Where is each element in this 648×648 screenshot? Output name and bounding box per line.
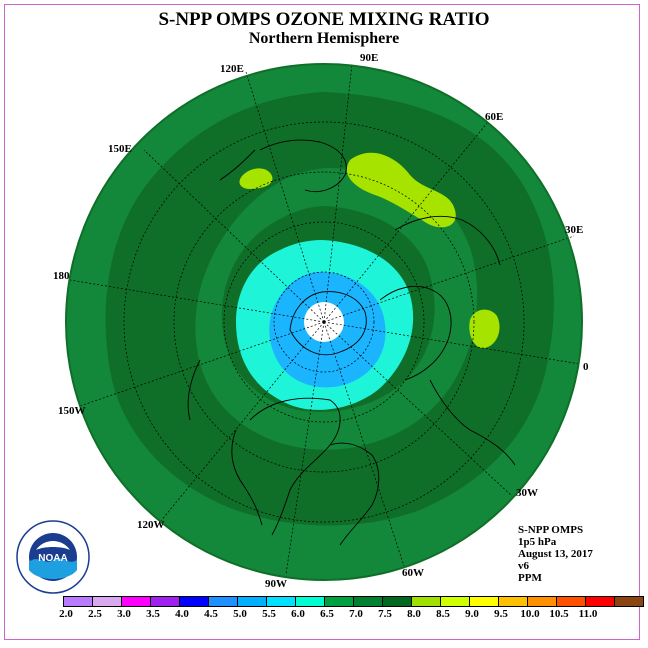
colorbar [63,596,644,607]
map-subtitle: Northern Hemisphere [248,30,400,47]
info-version: v6 [518,560,529,572]
noaa-logo: NOAA [16,520,90,594]
longitude-labels: 90E 60E 30E 0 30W 60W 90W 120W 150W 180 … [53,52,589,590]
zone-patch-east [239,168,273,189]
lon-label-120e: 120E [220,63,244,75]
lon-label-0: 0 [583,361,589,373]
lon-label-180: 180 [53,270,70,282]
colorbar-tick-label: 2.5 [88,608,102,620]
lon-label-150e: 150E [108,143,132,155]
info-instrument: S-NPP OMPS [518,524,584,536]
colorbar-swatch [208,596,238,607]
map-title: S-NPP OMPS OZONE MIXING RATIO [158,9,490,30]
zone-patch-europe [469,309,500,349]
lon-label-30w: 30W [516,487,538,499]
graticule [69,63,581,575]
colorbar-tick-label: 6.0 [291,608,305,620]
colorbar-swatch [556,596,586,607]
colorbar-swatch [498,596,528,607]
noaa-logo-text: NOAA [38,553,67,564]
colorbar-swatch [63,596,93,607]
colorbar-swatch [614,596,644,607]
info-units: PPM [518,572,542,584]
colorbar-tick-label: 10.0 [520,608,540,620]
zone-patch-siberia [346,152,456,228]
colorbar-swatch [150,596,180,607]
colorbar-tick-label: 11.0 [578,608,598,620]
lon-label-150w: 150W [58,405,86,417]
colorbar-swatch [382,596,412,607]
colorbar-swatch [440,596,470,607]
figure-frame [4,4,640,640]
colorbar-swatch [92,596,122,607]
colorbar-tick-label: 4.0 [175,608,189,620]
lon-label-90e: 90E [360,52,378,64]
info-level: 1p5 hPa [518,536,557,548]
colorbar-swatch [353,596,383,607]
info-block: S-NPP OMPS 1p5 hPa August 13, 2017 v6 PP… [518,524,593,584]
colorbar-tick-label: 5.5 [262,608,276,620]
lon-label-60w: 60W [402,567,424,579]
colorbar-tick-label: 7.0 [349,608,363,620]
lon-label-120w: 120W [137,519,165,531]
colorbar-tick-label: 6.5 [320,608,334,620]
colorbar-swatch [585,596,615,607]
colorbar-tick-label: 4.5 [204,608,218,620]
colorbar-swatch [469,596,499,607]
colorbar-tick-label: 5.0 [233,608,247,620]
info-date: August 13, 2017 [518,548,593,560]
map-boundary [65,63,583,581]
colorbar-tick-label: 7.5 [378,608,392,620]
colorbar-swatch [121,596,151,607]
colorbar-swatch [179,596,209,607]
colorbar-swatch [237,596,267,607]
colorbar-swatch [295,596,325,607]
colorbar-swatch [411,596,441,607]
colorbar-tick-label: 2.0 [59,608,73,620]
colorbar-tick-label: 3.5 [146,608,160,620]
lon-label-90w: 90W [265,578,287,590]
colorbar-tick-label: 10.5 [549,608,569,620]
coastlines [187,139,516,546]
lon-label-30e: 30E [565,224,583,236]
colorbar-swatch [527,596,557,607]
colorbar-ticks: 2.0 2.5 3.0 3.5 4.0 4.5 5.0 5.5 6.0 6.5 7.0 7.5 8.0 8… [0,608,648,622]
colorbar-tick-label: 9.5 [494,608,508,620]
colorbar-tick-label: 3.0 [117,608,131,620]
colorbar-tick-label: 8.5 [436,608,450,620]
colorbar-tick-label: 9.0 [465,608,479,620]
lon-label-60e: 60E [485,111,503,123]
colorbar-tick-label: 8.0 [407,608,421,620]
colorbar-swatch [266,596,296,607]
colorbar-swatch [324,596,354,607]
